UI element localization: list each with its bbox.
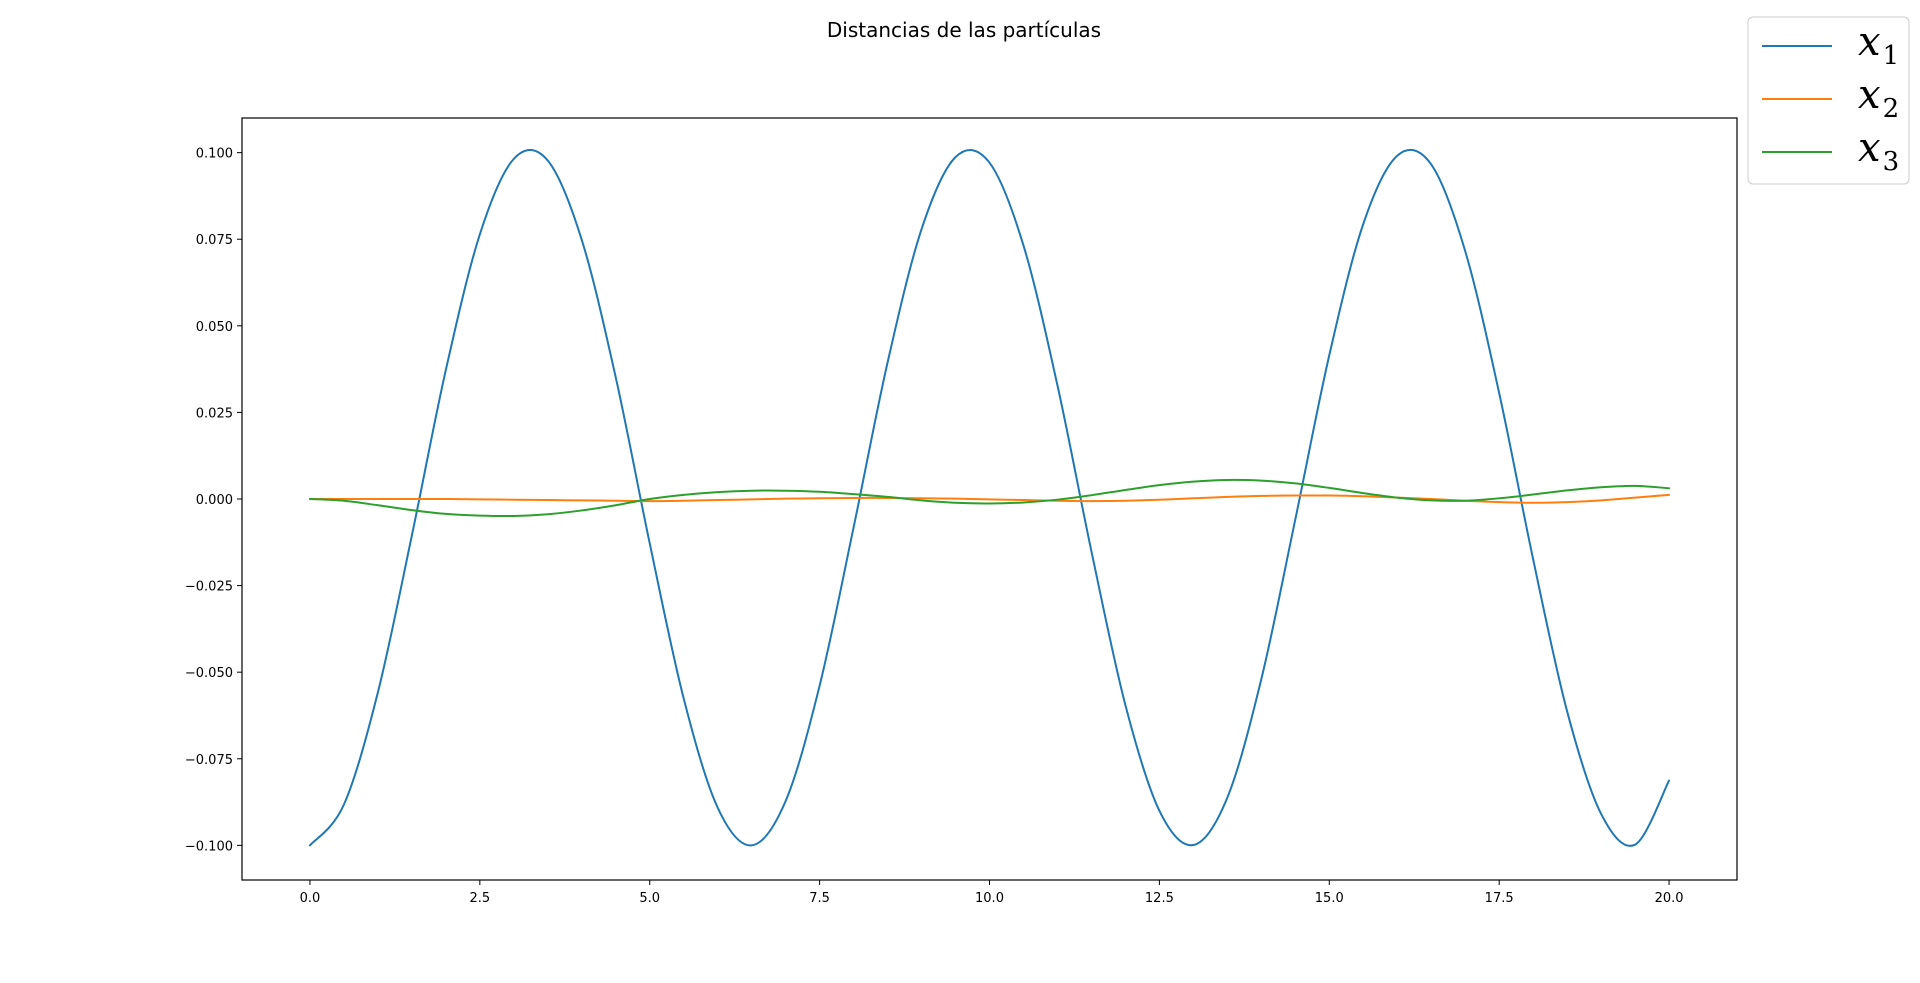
series-layer — [308, 148, 1671, 847]
x-tick-label: 0.0 — [300, 891, 321, 906]
y-tick-label: 0.100 — [196, 147, 233, 162]
y-tick-label: 0.050 — [196, 320, 233, 335]
x-tick-label: 5.0 — [639, 891, 660, 906]
y-tick-label: 0.000 — [196, 493, 233, 508]
x-tick-label: 15.0 — [1315, 891, 1344, 906]
y-tick-label: 0.025 — [196, 406, 233, 421]
y-axis: 0.100 0.075 0.050 0.025 0.000 −0.025 −0.050 −0.… — [185, 147, 242, 854]
x-tick-label: 12.5 — [1145, 891, 1174, 906]
chart-title: Distancias de las partículas — [827, 18, 1101, 42]
series-line-x2 — [308, 493, 1671, 504]
y-tick-label: −0.025 — [185, 580, 233, 595]
series-line-x3 — [308, 478, 1671, 518]
x-tick-label: 2.5 — [469, 891, 490, 906]
series-line-x1 — [308, 148, 1671, 847]
x-tick-label: 7.5 — [809, 891, 830, 906]
x-tick-label: 17.5 — [1485, 891, 1514, 906]
y-tick-label: −0.100 — [185, 839, 233, 854]
legend-box — [1747, 16, 1910, 185]
y-tick-label: −0.075 — [185, 753, 233, 768]
y-tick-label: −0.050 — [185, 666, 233, 681]
x-tick-label: 10.0 — [975, 891, 1004, 906]
y-tick-label: 0.075 — [196, 233, 233, 248]
x-tick-label: 20.0 — [1655, 891, 1684, 906]
x-axis: 0.0 2.5 5.0 7.5 10.0 12.5 15.0 17.5 20.0 — [300, 880, 1684, 906]
